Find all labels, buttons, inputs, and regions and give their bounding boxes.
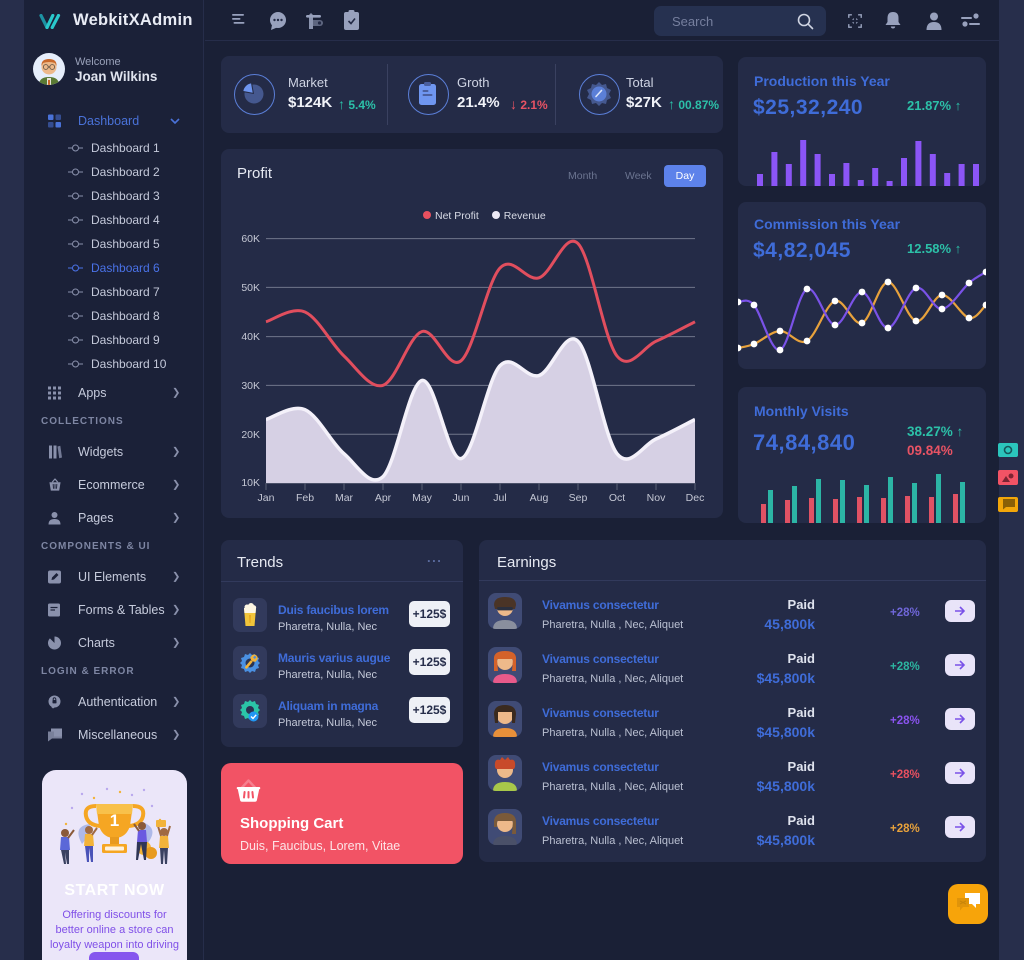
svg-text:Nov: Nov xyxy=(647,492,666,504)
svg-text:Jun: Jun xyxy=(453,492,470,504)
svg-text:50K: 50K xyxy=(241,282,260,294)
svg-text:60K: 60K xyxy=(241,233,260,245)
svg-text:May: May xyxy=(412,492,433,504)
svg-text:10K: 10K xyxy=(241,477,260,489)
svg-text:Jul: Jul xyxy=(493,492,506,504)
svg-text:Dec: Dec xyxy=(686,492,705,504)
svg-text:Jan: Jan xyxy=(258,492,275,504)
svg-text:Aug: Aug xyxy=(530,492,549,504)
svg-text:30K: 30K xyxy=(241,380,260,392)
svg-text:Apr: Apr xyxy=(375,492,392,504)
svg-text:Feb: Feb xyxy=(296,492,314,504)
svg-text:Mar: Mar xyxy=(335,492,354,504)
svg-text:Oct: Oct xyxy=(609,492,625,504)
svg-text:1: 1 xyxy=(110,811,119,830)
svg-text:40K: 40K xyxy=(241,331,260,343)
svg-text:20K: 20K xyxy=(241,429,260,441)
svg-text:Sep: Sep xyxy=(569,492,588,504)
